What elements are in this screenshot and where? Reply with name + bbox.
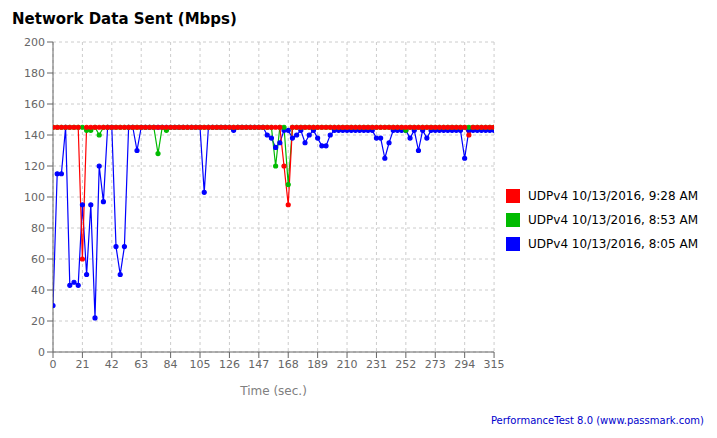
- html-text:UDPv4 10/13/2016, 8:53 AM: UDPv4 10/13/2016, 8:53 AM: [528, 212, 698, 227]
- svg-text:252: 252: [395, 358, 416, 371]
- svg-text:42: 42: [105, 358, 119, 371]
- svg-text:200: 200: [24, 36, 45, 49]
- svg-text:63: 63: [134, 358, 148, 371]
- svg-text:315: 315: [484, 358, 505, 371]
- svg-text:180: 180: [24, 67, 45, 80]
- svg-text:189: 189: [307, 358, 328, 371]
- svg-text:160: 160: [24, 98, 45, 111]
- svg-text:60: 60: [31, 253, 45, 266]
- svg-text:0: 0: [38, 346, 45, 359]
- svg-text:80: 80: [31, 222, 45, 235]
- svg-text:105: 105: [190, 358, 211, 371]
- svg-text:84: 84: [164, 358, 178, 371]
- svg-text:147: 147: [248, 358, 269, 371]
- html-text:PerformanceTest 8.0 (www.passm: PerformanceTest 8.0 (www.passmark.com): [490, 415, 704, 426]
- svg-text:100: 100: [24, 191, 45, 204]
- svg-text:168: 168: [278, 358, 299, 371]
- svg-text:126: 126: [219, 358, 240, 371]
- svg-text:0: 0: [50, 358, 57, 371]
- svg-text:40: 40: [31, 284, 45, 297]
- svg-text:21: 21: [75, 358, 89, 371]
- svg-text:Time (sec.): Time (sec.): [239, 384, 307, 398]
- html-text:Network Data Sent (Mbps): Network Data Sent (Mbps): [12, 10, 237, 28]
- svg-text:273: 273: [425, 358, 446, 371]
- svg-text:20: 20: [31, 315, 45, 328]
- html-text:UDPv4 10/13/2016, 9:28 AM: UDPv4 10/13/2016, 9:28 AM: [528, 188, 698, 203]
- svg-text:294: 294: [454, 358, 475, 371]
- svg-text:140: 140: [24, 129, 45, 142]
- html-text:UDPv4 10/13/2016, 8:05 AM: UDPv4 10/13/2016, 8:05 AM: [528, 236, 698, 251]
- svg-text:120: 120: [24, 160, 45, 173]
- svg-text:210: 210: [337, 358, 358, 371]
- svg-text:231: 231: [366, 358, 387, 371]
